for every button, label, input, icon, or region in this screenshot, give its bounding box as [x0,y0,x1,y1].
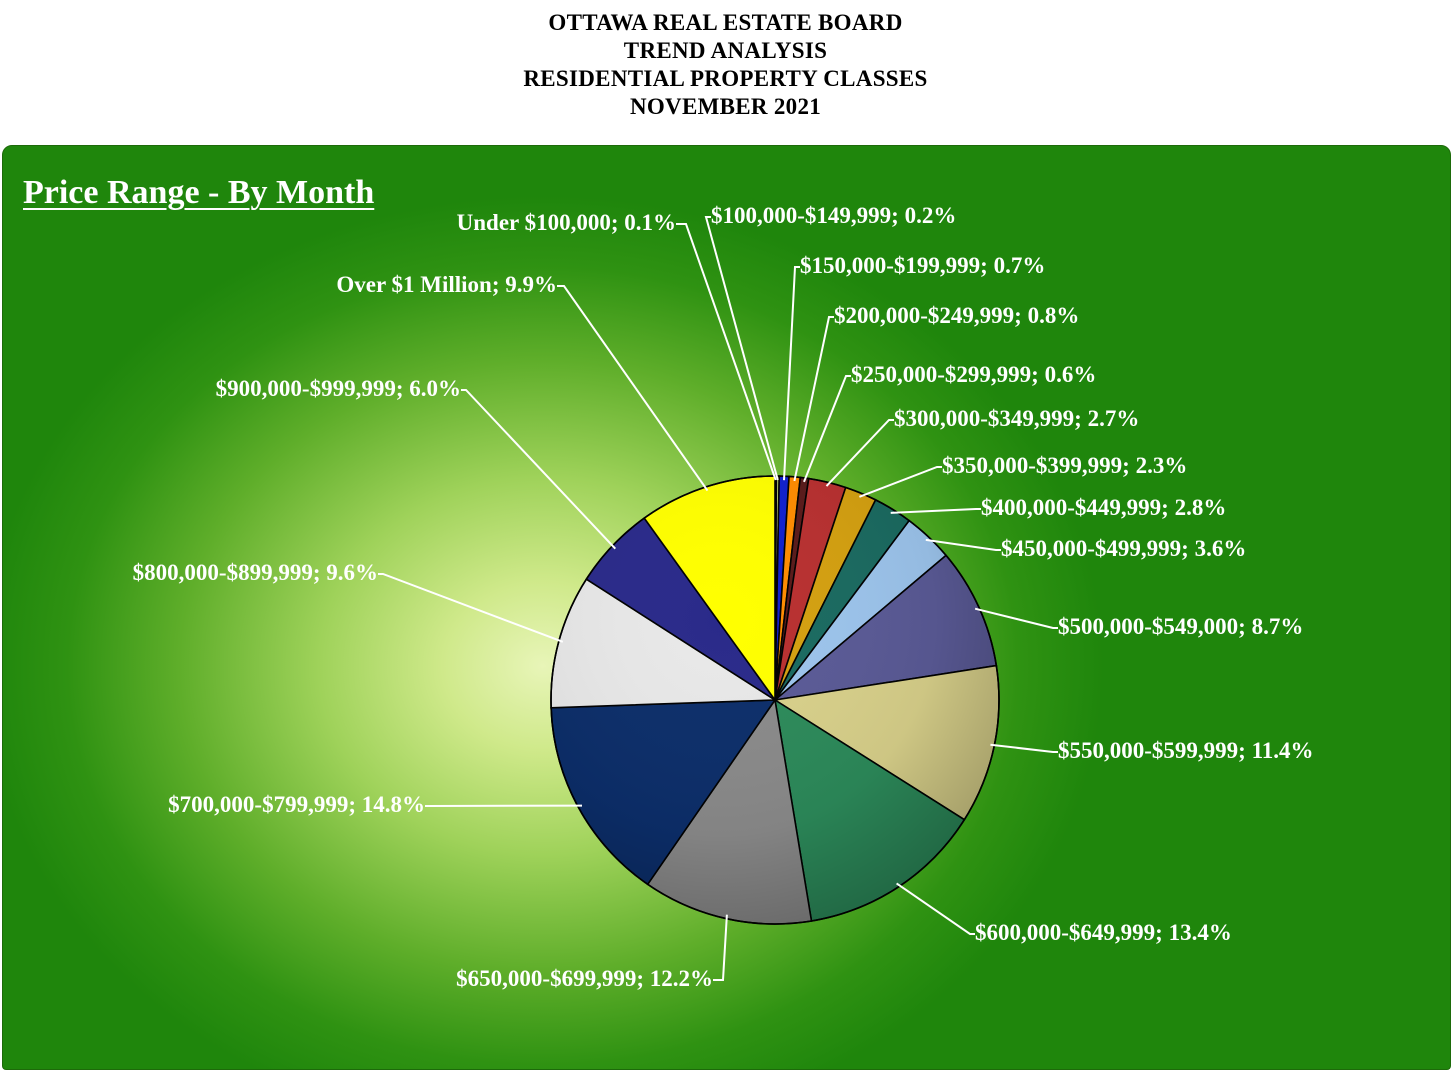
leader-line [890,508,981,514]
slice-label: $450,000-$499,999; 3.6% [1001,536,1246,561]
slice-label: $800,000-$899,999; 9.6% [133,560,378,585]
header-line-board: OTTAWA REAL ESTATE BOARD [548,10,903,35]
leader-line [803,375,851,483]
slice-label: $400,000-$449,999; 2.8% [981,495,1226,520]
slice-label: $550,000-$599,999; 11.4% [1058,738,1314,763]
slice-label: $900,000-$999,999; 6.0% [216,376,461,401]
leader-line [378,573,564,643]
leader-line [461,389,617,550]
leader-line [676,223,777,481]
leader-line [925,538,1001,551]
header-line-analysis: TREND ANALYSIS [623,38,828,63]
leader-line [557,285,709,492]
slice-label: Under $100,000; 0.1% [457,210,676,235]
slice-label: $100,000-$149,999; 0.2% [711,203,956,228]
report-header: OTTAWA REAL ESTATE BOARD TREND ANALYSIS … [0,0,1451,140]
leader-line [859,466,942,498]
slice-label: $700,000-$799,999; 14.8% [168,792,425,817]
header-line-classes: RESIDENTIAL PROPERTY CLASSES [523,66,928,91]
pie-slices [550,475,1000,925]
pie-shading [550,475,1000,925]
leader-line [974,607,1058,629]
leader-line [793,316,834,482]
slice-label: $650,000-$699,999; 12.2% [456,966,713,991]
leader-line [713,914,728,981]
leader-line [783,266,800,481]
slice-label: $600,000-$649,999; 13.4% [975,920,1232,945]
slice-label: $350,000-$399,999; 2.3% [942,453,1187,478]
leader-line [990,743,1058,753]
slice-labels: Under $100,000; 0.1% $100,000-$149,999; 0… [133,203,1314,991]
slice-label: $150,000-$199,999; 0.7% [800,253,1045,278]
slice-label: $500,000-$549,000; 8.7% [1058,614,1303,639]
leader-line [896,882,975,935]
label-leaders [378,216,1058,981]
leader-line [704,216,779,481]
slice-label: $200,000-$249,999; 0.8% [834,303,1079,328]
leader-line [825,419,894,487]
slice-label: Over $1 Million; 9.9% [336,272,557,297]
header-line-date: NOVEMBER 2021 [629,94,822,119]
chart-title: Price Range - By Month [23,174,375,211]
slice-label: $250,000-$299,999; 0.6% [851,362,1096,387]
slice-label: $300,000-$349,999; 2.7% [894,406,1139,431]
